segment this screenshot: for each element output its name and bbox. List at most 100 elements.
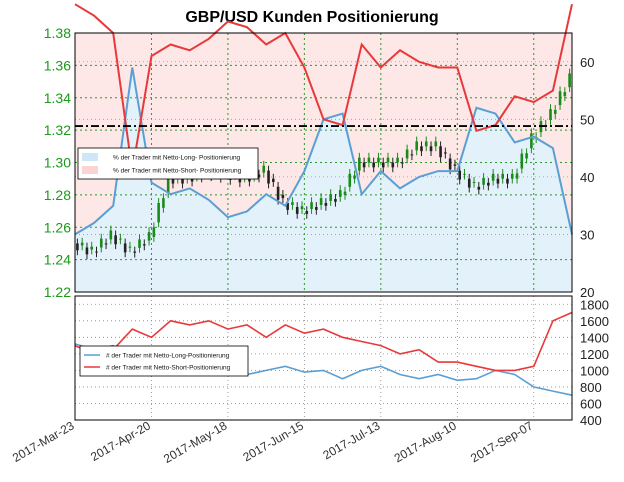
bottom-plot-frame <box>74 295 573 421</box>
candle-body <box>530 133 533 149</box>
candle-body <box>444 152 447 154</box>
count-tick-label: 400 <box>580 413 602 428</box>
candle-body <box>334 198 337 202</box>
candle-body <box>166 173 170 194</box>
top-legend-box <box>77 147 259 180</box>
count-tick-label: 1800 <box>580 297 609 312</box>
x-tick-label: 2017-Jul-13 <box>320 418 382 462</box>
candle-body <box>381 162 385 168</box>
pct-tick-label: 20 <box>580 285 594 300</box>
candle-body <box>324 202 328 206</box>
candle-body <box>496 178 500 184</box>
candle-body <box>181 178 184 184</box>
x-tick-label: 2017-Apr-20 <box>88 418 153 464</box>
candle-body <box>171 178 175 184</box>
price-tick-label: 1.36 <box>44 57 71 73</box>
price-tick-label: 1.32 <box>44 122 71 138</box>
candle-body <box>267 170 270 184</box>
candle-body <box>525 153 528 159</box>
candle-body <box>558 91 562 106</box>
candle-body <box>510 173 514 179</box>
candle-body <box>405 149 409 159</box>
candle-body <box>109 230 113 240</box>
candle-body <box>343 191 347 195</box>
candle-body <box>396 157 399 163</box>
candle-body <box>295 207 299 214</box>
candle-body <box>348 173 352 187</box>
candle-body <box>458 170 461 180</box>
candle-body <box>257 174 261 178</box>
candle-body <box>291 202 294 205</box>
candle-body <box>377 157 380 163</box>
candle-body <box>391 162 395 168</box>
price-tick-label: 1.24 <box>44 252 71 268</box>
candle-body <box>563 92 567 97</box>
candle-body <box>95 251 98 253</box>
candle-body <box>477 186 481 190</box>
price-tick-label: 1.22 <box>44 284 71 300</box>
candle-body <box>553 109 557 114</box>
candle-body <box>138 239 141 248</box>
candle-body <box>472 181 476 183</box>
price-tick-label: 1.28 <box>44 187 71 203</box>
candle-body <box>410 154 414 156</box>
candle-body <box>119 238 122 240</box>
legend-swatch <box>82 166 98 174</box>
candle-body <box>123 243 127 253</box>
price-tick-label: 1.26 <box>44 219 71 235</box>
series-short-count-line <box>74 311 573 372</box>
candle-body <box>353 175 356 179</box>
candle-body <box>147 232 151 241</box>
price-tick-label: 1.34 <box>44 90 71 106</box>
candle-body <box>520 153 524 169</box>
candle-body <box>420 146 423 152</box>
candle-body <box>506 178 509 184</box>
candle-body <box>358 157 361 171</box>
candle-body <box>439 146 442 158</box>
candle-body <box>415 141 418 151</box>
candle-body <box>463 173 466 175</box>
candle-body <box>85 247 89 255</box>
candle-body <box>248 178 251 182</box>
candle-body <box>491 173 495 181</box>
top-plot-frame <box>74 32 573 293</box>
price-tick-label: 1.38 <box>44 25 71 41</box>
candle-body <box>76 243 79 251</box>
candle-body <box>90 246 94 250</box>
candle-body <box>262 165 266 173</box>
candle-body <box>128 246 132 248</box>
candle-body <box>329 194 332 201</box>
candle-body <box>434 141 438 147</box>
candle-body <box>104 243 108 245</box>
candle-body <box>310 202 313 210</box>
legend-swatch <box>82 153 98 161</box>
x-tick-label: 2017-Aug-10 <box>392 418 459 465</box>
candle-body <box>305 211 309 214</box>
candle-body <box>152 227 156 237</box>
candle-body <box>362 162 366 168</box>
candle-body <box>276 186 280 200</box>
candle-body <box>281 194 285 199</box>
candle-body <box>401 162 404 164</box>
count-tick-label: 1400 <box>580 330 609 345</box>
candle-body <box>286 202 289 210</box>
candle-body <box>429 146 433 152</box>
candle-body <box>487 182 490 186</box>
candle-body <box>448 158 452 170</box>
candle-body <box>319 198 323 205</box>
legend-label: % der Trader mit Netto-Long- Positionier… <box>113 155 241 162</box>
candle-body <box>386 157 390 163</box>
candle-body <box>549 109 552 121</box>
candle-body <box>300 206 304 210</box>
legend-label: # der Trader mit Netto-Short-Positionier… <box>106 365 231 372</box>
candle-body <box>190 178 194 182</box>
legend-label: # der Trader mit Netto-Long-Positionieru… <box>106 353 230 360</box>
candle-body <box>315 207 318 210</box>
count-tick-label: 800 <box>580 380 602 395</box>
candle-body <box>568 73 571 88</box>
candle-body <box>482 177 485 185</box>
x-tick-label: 2017-Jun-15 <box>241 418 307 464</box>
candle-body <box>157 202 160 223</box>
